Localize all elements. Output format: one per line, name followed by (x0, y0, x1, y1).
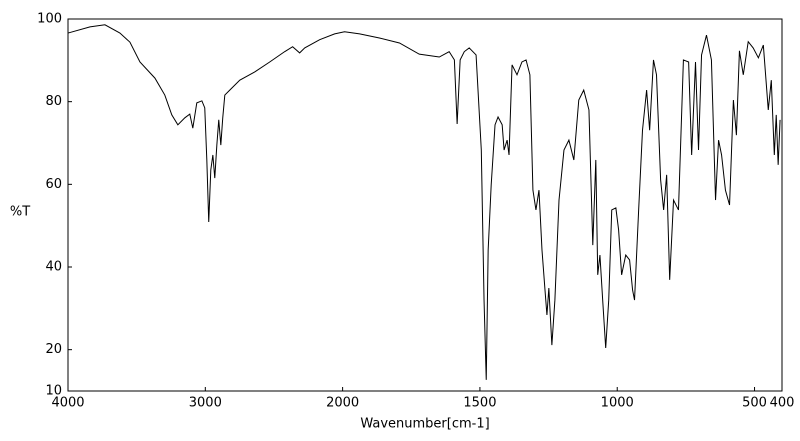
y-tick-label: 60 (45, 177, 62, 192)
y-tick-label: 40 (45, 260, 62, 275)
y-axis-label: %T (10, 205, 30, 220)
x-tick-label: 1500 (463, 396, 496, 411)
y-tick-label: 20 (45, 342, 62, 357)
x-tick-label: 1000 (601, 396, 634, 411)
x-tick-label: 4000 (51, 396, 84, 411)
x-tick-label: 2000 (326, 396, 359, 411)
plot-frame (67, 18, 783, 392)
x-tick-label: 3000 (189, 396, 222, 411)
x-tick-label: 500 (742, 396, 767, 411)
spectrum-line (67, 24, 781, 380)
x-axis-label: Wavenumber[cm-1] (360, 417, 489, 432)
y-tick-label: 10 (45, 384, 62, 399)
y-tick-label: 80 (45, 94, 62, 109)
x-tick-label: 400 (770, 396, 795, 411)
y-tick-label: 100 (37, 12, 62, 27)
